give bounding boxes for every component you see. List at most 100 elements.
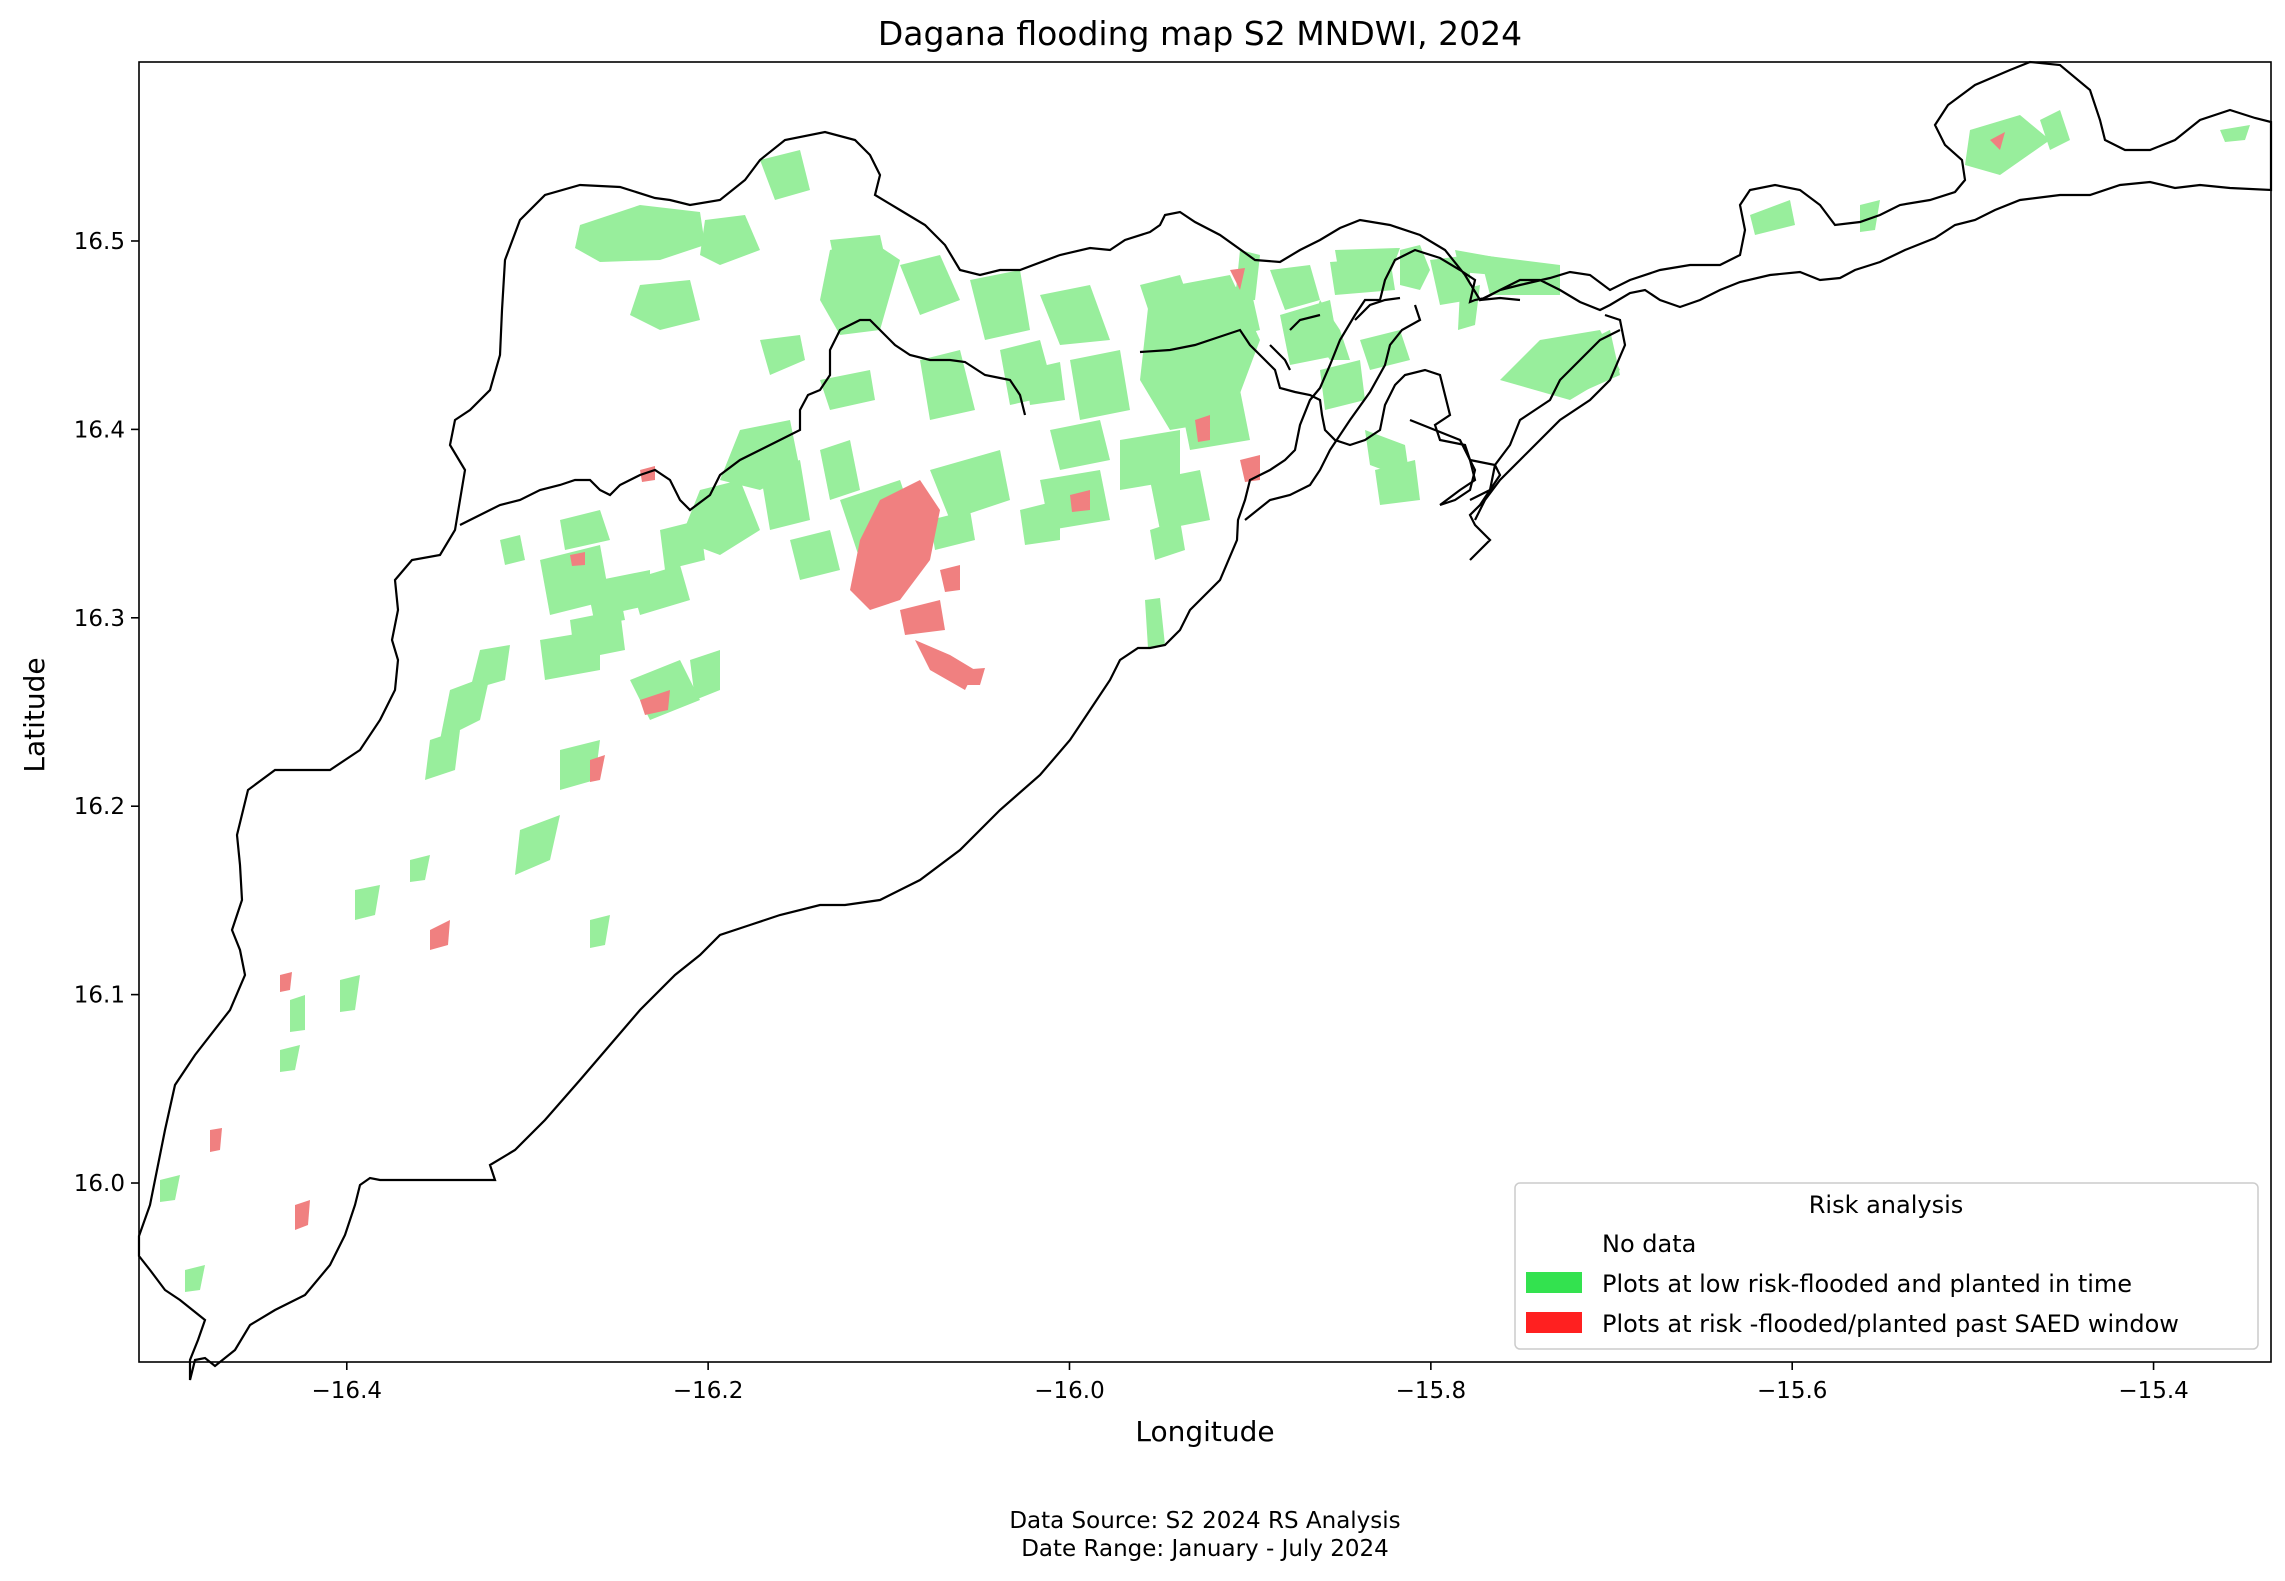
low-risk-plot xyxy=(820,440,860,500)
low-risk-plot xyxy=(1400,245,1430,290)
at-risk-plot xyxy=(1990,132,2005,150)
low-risk-plot xyxy=(760,460,810,530)
y-tick-label: 16.2 xyxy=(74,794,125,820)
low-risk-plot xyxy=(1040,285,1110,345)
low-risk-plot xyxy=(1480,255,1560,295)
low-risk-plot xyxy=(660,520,705,570)
low-risk-plot xyxy=(790,530,840,580)
low-risk-plot xyxy=(820,240,900,335)
low-risk-plot xyxy=(760,150,810,200)
low-risk-plot xyxy=(1180,390,1250,450)
low-risk-plot xyxy=(590,915,610,948)
at-risk-plot xyxy=(1230,268,1245,290)
low-risk-plot xyxy=(690,650,720,700)
at-risk-plot xyxy=(430,920,450,950)
x-tick-label: −15.6 xyxy=(1757,1378,1827,1404)
at-risk-plot xyxy=(940,565,960,592)
low-risk-plot xyxy=(1860,200,1880,232)
y-tick-label: 16.3 xyxy=(74,606,125,632)
y-tick-label: 16.1 xyxy=(74,983,125,1009)
low-risk-plot xyxy=(425,730,460,780)
at-risk-plot xyxy=(915,640,975,690)
low-risk-plot xyxy=(1050,420,1110,470)
at-risk-plot xyxy=(570,552,585,566)
legend-label-no-data: No data xyxy=(1602,1230,1696,1258)
low-risk-plot xyxy=(290,995,305,1032)
legend-label-at-risk: Plots at risk -flooded/planted past SAED… xyxy=(1602,1310,2179,1338)
low-risk-plot xyxy=(700,215,760,265)
low-risk-plot xyxy=(1145,598,1165,648)
x-tick-label: −16.0 xyxy=(1034,1378,1104,1404)
low-risk-plot xyxy=(970,270,1030,340)
at-risk-plot xyxy=(210,1128,222,1152)
y-axis-label: Latitude xyxy=(18,657,51,772)
map-title: Dagana flooding map S2 MNDWI, 2024 xyxy=(878,14,1522,53)
at-risk-plot xyxy=(1195,415,1210,442)
low-risk-plot xyxy=(1335,248,1400,280)
low-risk-plot xyxy=(1210,285,1260,340)
river-line-main xyxy=(459,318,1027,526)
map-background xyxy=(139,62,2271,1362)
low-risk-plot xyxy=(930,450,1010,520)
low-risk-plot xyxy=(630,280,700,330)
map-plot-area xyxy=(137,60,2273,1381)
low-risk-plot xyxy=(1150,330,1210,400)
at-risk-plot xyxy=(590,755,605,782)
at-risk-plot xyxy=(640,466,655,482)
y-tick-label: 16.0 xyxy=(74,1171,125,1197)
low-risk-plot xyxy=(515,815,560,875)
low-risk-plot xyxy=(340,975,360,1012)
at-risk-plot xyxy=(900,600,945,635)
low-risk-plot xyxy=(1320,360,1365,410)
low-risk-plot xyxy=(575,205,705,262)
x-axis-ticks: −16.4 −16.2 −16.0 −15.8 −15.6 −15.4 xyxy=(312,1362,2189,1404)
legend-swatch-at-risk xyxy=(1526,1312,1582,1333)
low-risk-plot xyxy=(410,855,430,882)
low-risk-plot xyxy=(355,885,380,920)
low-risk-plot xyxy=(1120,430,1180,490)
low-risk-plot xyxy=(1070,350,1130,420)
low-risk-plot xyxy=(920,350,975,420)
dagana-boundary xyxy=(137,60,2273,1381)
low-risk-plot xyxy=(500,535,525,565)
low-risk-plot xyxy=(540,545,610,615)
legend-frame xyxy=(1514,1182,2259,1350)
low-risk-plot xyxy=(1965,115,2050,175)
low-risk-plot xyxy=(1375,460,1420,505)
low-risk-plot xyxy=(760,335,805,375)
x-tick-label: −15.8 xyxy=(1396,1378,1466,1404)
x-tick-label: −16.4 xyxy=(312,1378,382,1404)
at-risk-plot xyxy=(1240,455,1260,482)
low-risk-plot xyxy=(820,370,875,410)
x-axis-label: Longitude xyxy=(1135,1415,1274,1448)
at-risk-plot xyxy=(960,668,985,685)
low-risk-plot xyxy=(160,1175,180,1202)
y-tick-label: 16.5 xyxy=(74,229,125,255)
river-line-east xyxy=(1244,296,1627,561)
low-risk-plot xyxy=(440,675,490,740)
low-risk-plot xyxy=(185,1265,205,1292)
low-risk-plot xyxy=(1750,200,1795,235)
river-line-branch xyxy=(1139,328,1477,507)
low-risk-plot xyxy=(1360,330,1410,370)
low-risk-plots-layer xyxy=(160,110,2250,1292)
low-risk-plot xyxy=(900,255,960,315)
low-risk-plot xyxy=(1020,500,1060,545)
y-axis-ticks: 16.0 16.1 16.2 16.3 16.4 16.5 xyxy=(74,229,139,1197)
low-risk-plot xyxy=(1150,520,1185,560)
low-risk-plot xyxy=(2040,110,2070,150)
low-risk-plot xyxy=(540,630,600,680)
low-risk-plot xyxy=(590,595,625,625)
at-risk-plot xyxy=(850,480,940,610)
axes-frame xyxy=(138,61,2272,1363)
at-risk-plot xyxy=(295,1200,310,1230)
y-tick-label: 16.4 xyxy=(74,417,125,443)
low-risk-plot xyxy=(1150,470,1210,530)
footer-data-source: Data Source: S2 2024 RS Analysis xyxy=(1009,1508,1400,1534)
at-risk-plot xyxy=(280,972,292,992)
footer-date-range: Date Range: January - July 2024 xyxy=(1021,1536,1389,1562)
low-risk-plot xyxy=(1025,362,1065,405)
low-risk-plot xyxy=(930,510,975,550)
low-risk-plot xyxy=(2220,125,2250,142)
